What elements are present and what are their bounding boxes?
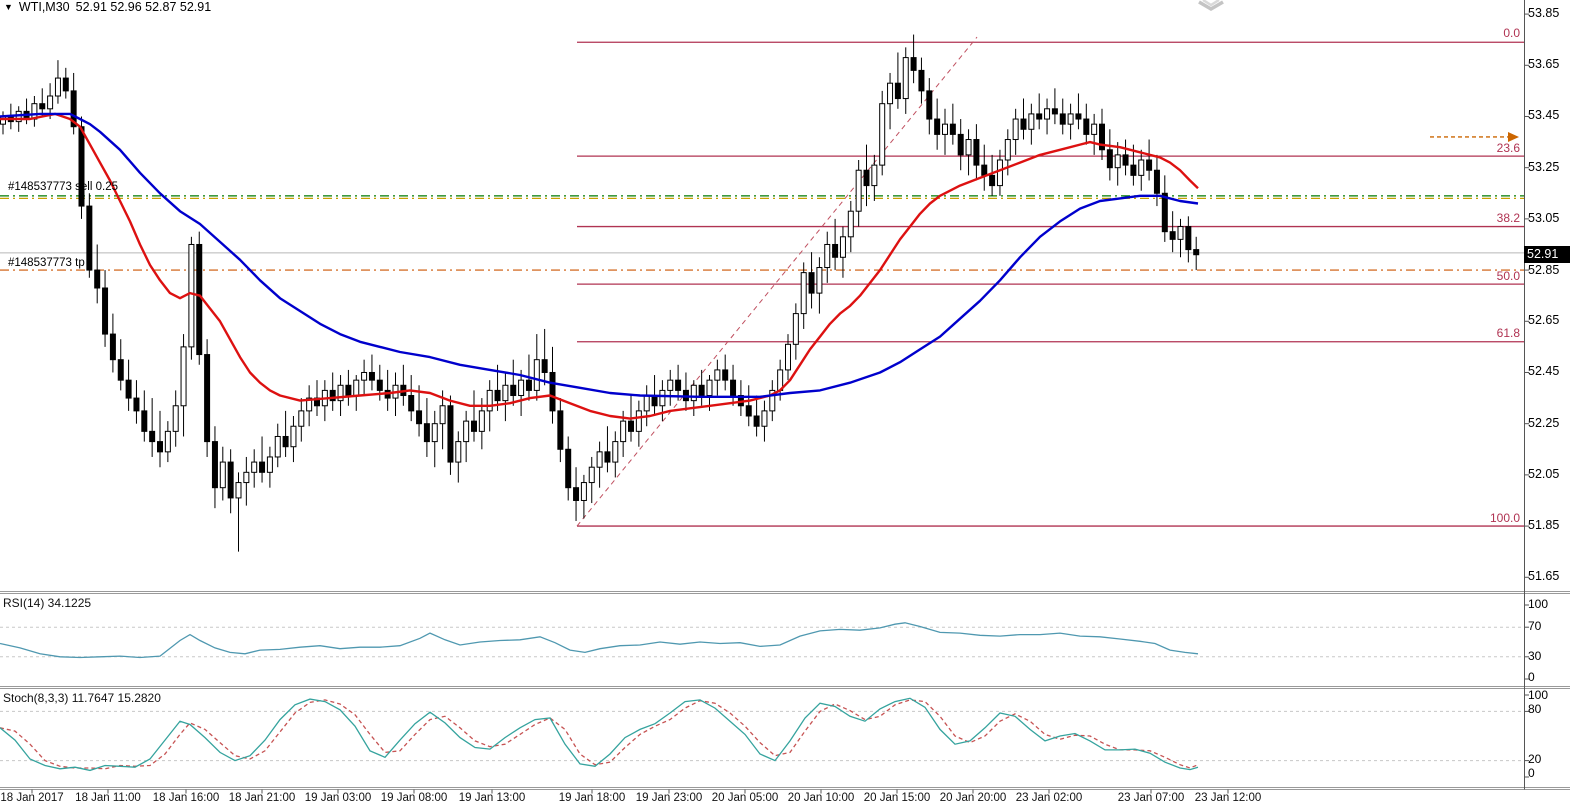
ohlc-values: 52.91 52.96 52.87 52.91 (75, 0, 212, 14)
order-lines[interactable] (0, 195, 1524, 271)
time-tick: 20 Jan 10:00 (787, 792, 855, 804)
stoch-scale-tick: 20 (1528, 752, 1542, 766)
symbol-timeframe: WTI,M30 (18, 0, 70, 14)
candles (0, 34, 1200, 552)
price-tick: 52.85 (1528, 263, 1560, 277)
tp-arrow (1430, 131, 1519, 142)
rsi-scale-tick: 30 (1528, 649, 1542, 663)
time-tick: 23 Jan 02:00 (1015, 792, 1083, 804)
fib-level-label: 61.8 (1496, 326, 1520, 340)
price-tick: 53.45 (1528, 108, 1560, 122)
price-tick: 52.25 (1528, 416, 1560, 430)
fib-level-label: 0.0 (1503, 26, 1520, 40)
fib-level-label: 38.2 (1496, 211, 1520, 225)
time-tick: 18 Jan 16:00 (152, 792, 220, 804)
ma-slow-blue-line (0, 112, 1199, 398)
price-tick: 52.65 (1528, 313, 1560, 327)
rsi-scale-tick: 70 (1528, 619, 1542, 633)
time-tick: 19 Jan 23:00 (635, 792, 703, 804)
fibonacci-retracement[interactable] (576, 36, 1524, 527)
price-tick: 53.05 (1528, 211, 1560, 225)
ma-fast-red-line (0, 112, 1199, 420)
stoch-scale-tick: 100 (1528, 688, 1549, 702)
price-tick: 51.85 (1528, 518, 1560, 532)
fib-level-label: 50.0 (1496, 269, 1520, 283)
time-tick: 19 Jan 08:00 (380, 792, 448, 804)
rsi-scale-tick: 0 (1528, 670, 1535, 684)
stoch-scale-tick: 0 (1528, 766, 1535, 780)
rsi-panel[interactable] (0, 622, 1524, 659)
time-tick: 20 Jan 05:00 (711, 792, 779, 804)
price-tick: 51.65 (1528, 569, 1560, 583)
time-tick: 19 Jan 13:00 (458, 792, 526, 804)
axis-frame (31, 0, 1529, 794)
time-tick: 19 Jan 18:00 (558, 792, 626, 804)
order-tp-label[interactable]: #148537773 tp (8, 257, 85, 269)
time-tick: 18 Jan 2017 (0, 792, 64, 804)
stoch-scale-tick: 80 (1528, 702, 1542, 716)
fib-level-label: 100.0 (1489, 511, 1520, 525)
price-tick: 53.25 (1528, 160, 1560, 174)
price-tick: 52.05 (1528, 467, 1560, 481)
symbol-dropdown-icon[interactable]: ▼ (4, 2, 13, 12)
order-sell-label[interactable]: #148537773 sell 0.25 (8, 181, 118, 193)
price-tick: 53.85 (1528, 6, 1560, 20)
rsi-scale-tick: 100 (1528, 597, 1549, 611)
time-tick: 18 Jan 21:00 (228, 792, 296, 804)
time-tick: 20 Jan 15:00 (863, 792, 931, 804)
time-tick: 20 Jan 20:00 (939, 792, 1007, 804)
panel-separators (0, 591, 1570, 790)
time-tick: 23 Jan 07:00 (1117, 792, 1185, 804)
chart-title: ▼ WTI,M30 52.91 52.96 52.87 52.91 (4, 1, 211, 14)
stoch-panel[interactable] (0, 697, 1524, 772)
chart-shift-chevron-icon[interactable] (1198, 0, 1224, 12)
time-tick: 19 Jan 03:00 (304, 792, 372, 804)
rsi-label: RSI(14) 34.1225 (3, 596, 92, 610)
price-tick: 52.45 (1528, 364, 1560, 378)
price-tick: 53.65 (1528, 57, 1560, 71)
stoch-label: Stoch(8,3,3) 11.7647 15.2820 (3, 691, 161, 705)
current-price-box: 52.91 (1524, 246, 1570, 263)
fib-level-label: 23.6 (1496, 141, 1520, 155)
time-tick: 18 Jan 11:00 (75, 792, 141, 804)
time-tick: 23 Jan 12:00 (1194, 792, 1262, 804)
